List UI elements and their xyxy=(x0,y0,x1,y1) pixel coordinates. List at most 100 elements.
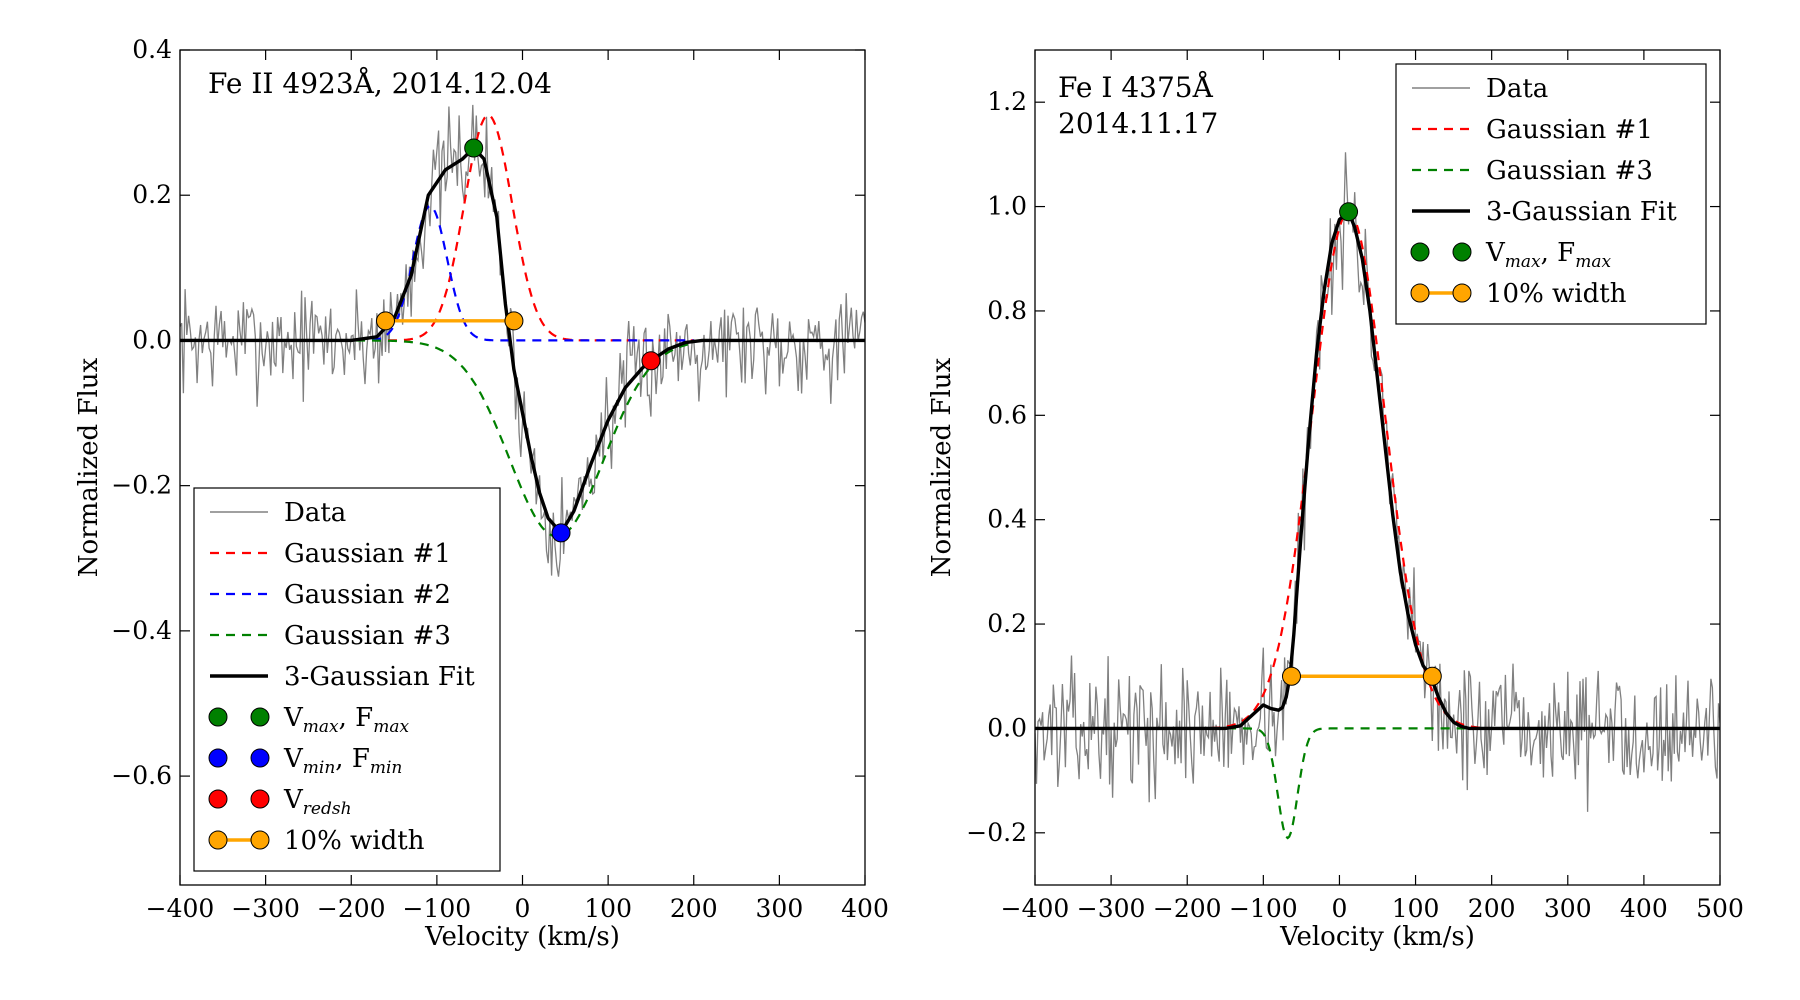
y-tick-label: −0.2 xyxy=(111,471,172,500)
y-tick-label: 0.0 xyxy=(987,713,1027,742)
legend-handle-dot xyxy=(1452,283,1472,303)
legend-item: Vmin, Fmin xyxy=(208,744,402,778)
panel-annotation: 2014.11.17 xyxy=(1058,107,1218,140)
legend-label-main: , F xyxy=(339,703,374,733)
legend-label-main: Gaussian #3 xyxy=(284,621,451,651)
legend-item: 3-Gaussian Fit xyxy=(1412,197,1677,227)
x-tick-label: 0 xyxy=(515,894,531,923)
legend-label: Data xyxy=(284,498,346,528)
legend-item: Vmax, Fmax xyxy=(1410,238,1611,272)
legend-handle-dot xyxy=(250,748,270,768)
x-tick-label: −300 xyxy=(231,894,300,923)
legend-item: 10% width xyxy=(1410,279,1627,309)
legend-handle-dot xyxy=(250,830,270,850)
legend-label: 10% width xyxy=(1486,279,1627,309)
legend: Data Gaussian #1 Gaussian #3 3-Gaussian Fit… xyxy=(1395,63,1707,325)
legend-label-main: V xyxy=(283,785,304,815)
y-tick-label: 1.2 xyxy=(987,87,1027,116)
legend-handle-dot xyxy=(208,830,228,850)
x-tick-label: 100 xyxy=(1392,894,1440,923)
chart-panel-1: −400 −300 −200 −100 0 100 200 300 400 0.4 0.2 0.0 −0… xyxy=(74,35,889,952)
legend-item: Vredsh xyxy=(208,785,352,819)
legend-handle-dot xyxy=(250,707,270,727)
legend-handle-dot xyxy=(1410,242,1430,262)
x-tick-label: 300 xyxy=(1544,894,1592,923)
x-tick-label: −400 xyxy=(146,894,215,923)
x-tick-label: 300 xyxy=(756,894,804,923)
gaussian-g3-series xyxy=(1035,727,1492,840)
y-axis-label: Normalized Flux xyxy=(74,357,104,577)
legend-handle-dot xyxy=(250,789,270,809)
x-tick-label: 400 xyxy=(1620,894,1668,923)
width10-marker-right xyxy=(1422,666,1442,686)
legend-label-main: Gaussian #1 xyxy=(1486,115,1653,145)
legend-label-main: V xyxy=(1485,238,1506,268)
x-tick-label: −100 xyxy=(403,894,472,923)
y-tick-label: −0.6 xyxy=(111,761,172,790)
x-tick-label: 200 xyxy=(1468,894,1516,923)
width10-marker-right xyxy=(504,311,524,331)
data-series xyxy=(180,104,865,577)
x-axis-label: Velocity (km/s) xyxy=(1279,922,1475,952)
legend: Data Gaussian #1 Gaussian #2 Gaussian #3 3-G… xyxy=(193,487,501,872)
legend-item: Data xyxy=(210,498,346,528)
y-tick-label: 0.6 xyxy=(987,400,1027,429)
legend-label: Gaussian #2 xyxy=(284,580,451,610)
legend-label-sub: max xyxy=(1505,252,1541,272)
legend-handle-dot xyxy=(1410,283,1430,303)
legend-item: Gaussian #1 xyxy=(1412,115,1653,145)
legend-label: 3-Gaussian Fit xyxy=(284,662,475,692)
legend-label-sub: redsh xyxy=(303,799,352,819)
x-axis-label: Velocity (km/s) xyxy=(424,922,620,952)
legend-label-main: Data xyxy=(1486,74,1548,104)
legend-item: Vmax, Fmax xyxy=(208,703,409,737)
vmin-marker xyxy=(551,523,571,543)
x-tick-label: 500 xyxy=(1696,894,1744,923)
legend-label: Gaussian #1 xyxy=(1486,115,1653,145)
y-tick-label: −0.4 xyxy=(111,616,172,645)
width10-marker-left xyxy=(1281,666,1301,686)
legend-label-main: , F xyxy=(1541,238,1576,268)
legend-handle-dot xyxy=(208,789,228,809)
legend-label-sub: min xyxy=(303,758,336,778)
legend-label-main: Gaussian #2 xyxy=(284,580,451,610)
y-axis-label: Normalized Flux xyxy=(927,357,957,577)
legend-item: Data xyxy=(1412,74,1548,104)
x-tick-label: −200 xyxy=(1153,894,1222,923)
legend-label: Gaussian #1 xyxy=(284,539,451,569)
legend-box xyxy=(193,487,501,872)
y-tick-label: 0.8 xyxy=(987,296,1027,325)
legend-item: 10% width xyxy=(208,826,425,856)
vredsh-marker xyxy=(641,351,661,371)
panel-annotation: Fe I 4375Å xyxy=(1058,71,1214,104)
x-tick-label: 200 xyxy=(670,894,718,923)
legend-handle-dot xyxy=(208,707,228,727)
legend-label-main: 3-Gaussian Fit xyxy=(284,662,475,692)
panel-annotation: Fe II 4923Å, 2014.12.04 xyxy=(208,67,552,100)
x-tick-label: −100 xyxy=(1229,894,1298,923)
legend-label-main: Data xyxy=(284,498,346,528)
gaussian-g1-series xyxy=(1035,210,1492,730)
y-tick-label: 0.2 xyxy=(987,609,1027,638)
legend-label: Gaussian #3 xyxy=(284,621,451,651)
legend-label-main: V xyxy=(283,703,304,733)
x-tick-label: 0 xyxy=(1331,894,1347,923)
legend-box xyxy=(1395,63,1707,325)
vmax-marker xyxy=(1339,202,1359,222)
legend-label: Vmax, Fmax xyxy=(1485,238,1611,272)
legend-label: 10% width xyxy=(284,826,425,856)
x-tick-label: −200 xyxy=(317,894,386,923)
legend-label-main: 3-Gaussian Fit xyxy=(1486,197,1677,227)
legend-item: Gaussian #1 xyxy=(210,539,451,569)
x-tick-label: 100 xyxy=(584,894,632,923)
legend-label-sub: max xyxy=(1575,252,1611,272)
y-tick-label: 0.4 xyxy=(132,35,172,64)
vmax-marker xyxy=(464,138,484,158)
y-tick-label: 0.4 xyxy=(987,505,1027,534)
chart-panel-2: −400 −300 −200 −100 0 100 200 300 400 500 1.2 1.0 0.… xyxy=(927,49,1744,952)
legend-item: Gaussian #2 xyxy=(210,580,451,610)
legend-label: 3-Gaussian Fit xyxy=(1486,197,1677,227)
axes-frame xyxy=(1034,49,1721,886)
legend-handle-dot xyxy=(1452,242,1472,262)
